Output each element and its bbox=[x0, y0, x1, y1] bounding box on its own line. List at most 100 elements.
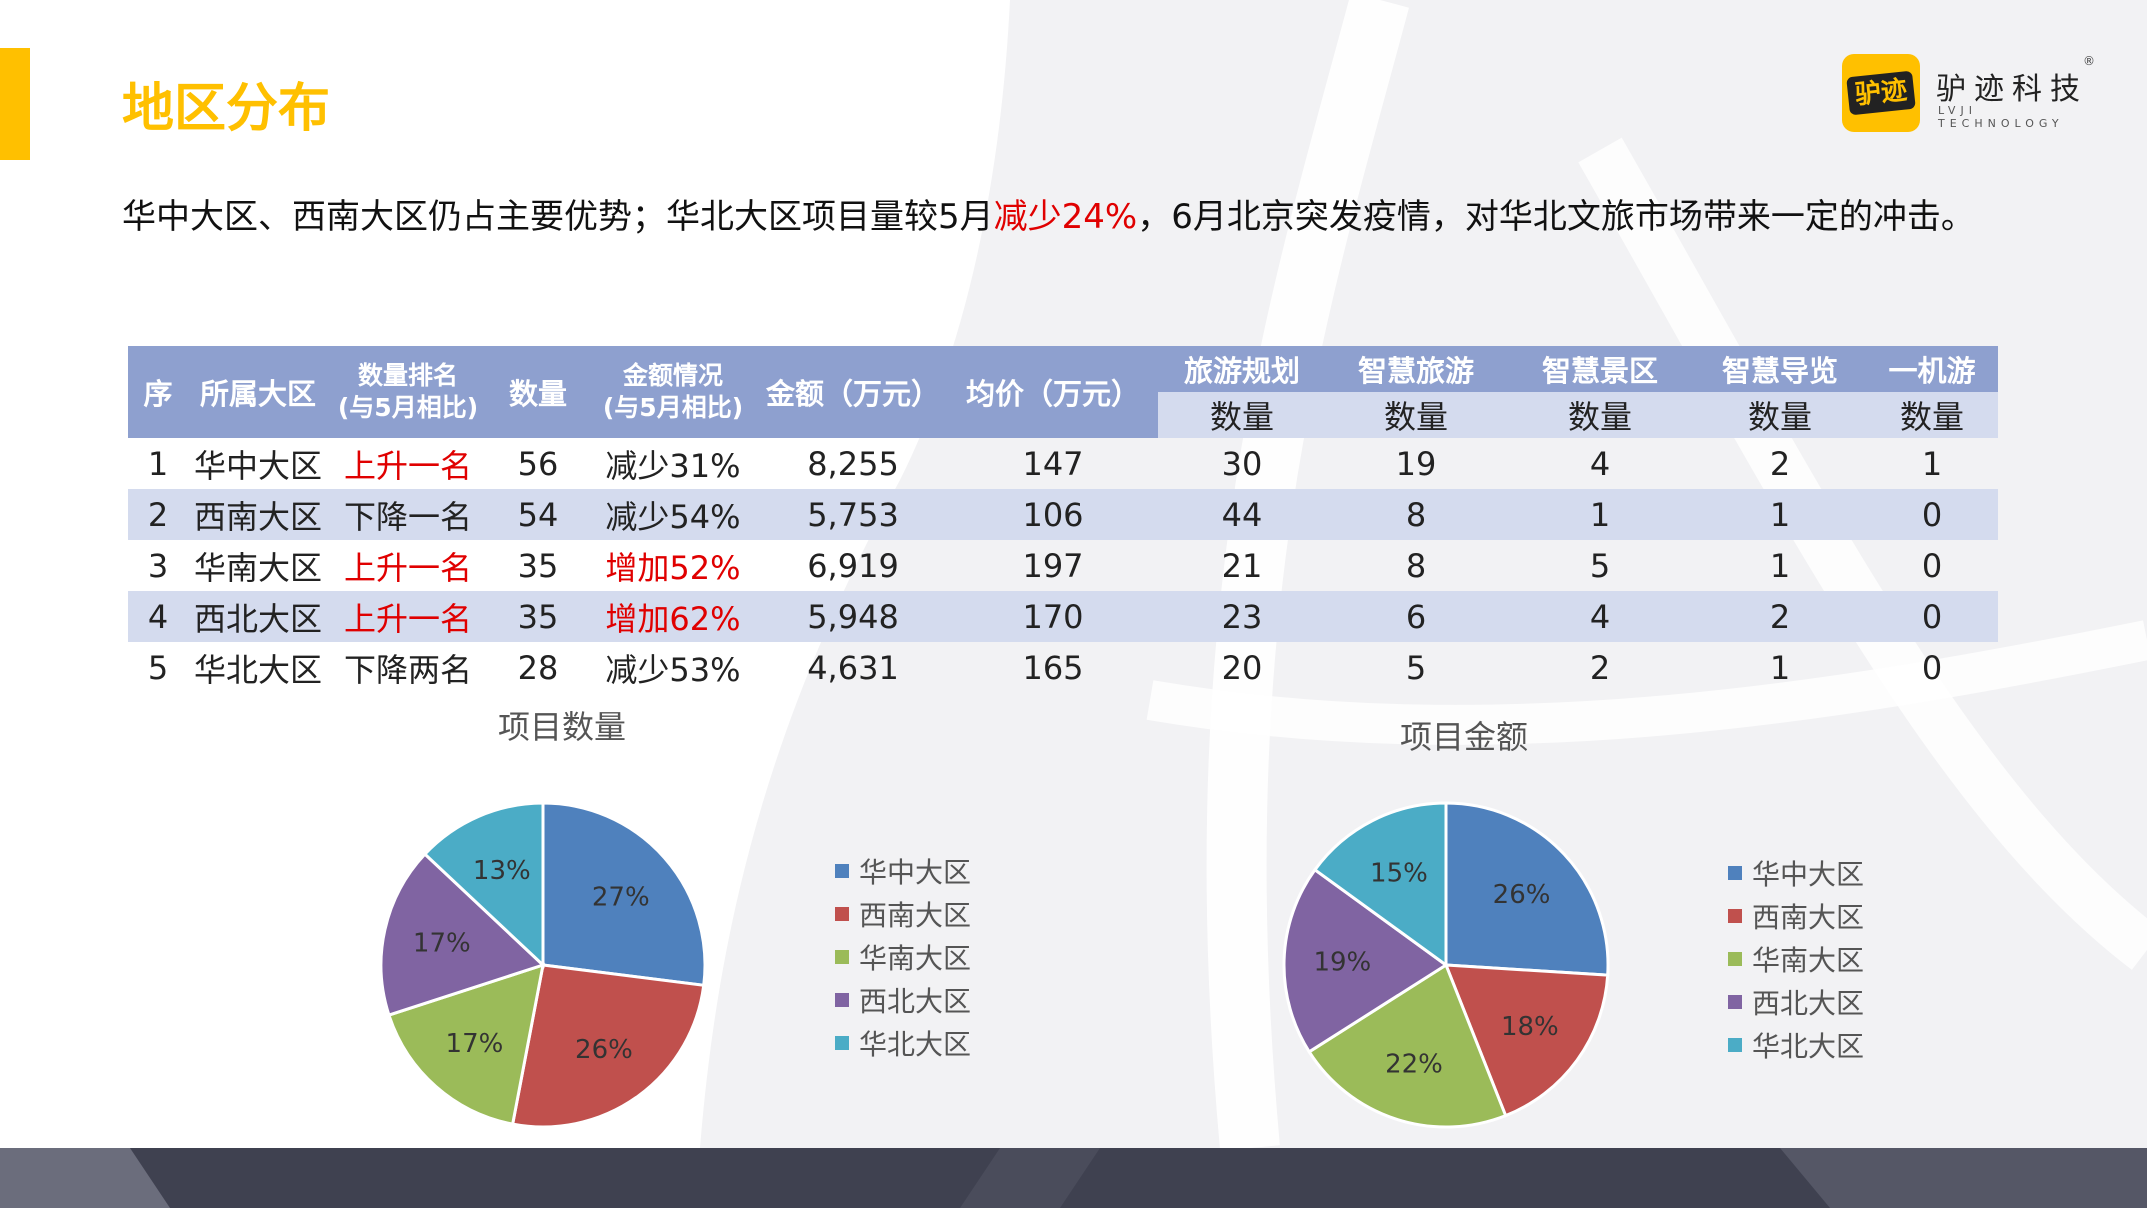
header-rank-line1: 数量排名 bbox=[357, 361, 458, 390]
cell-avg: 197 bbox=[1022, 546, 1084, 585]
legend-label: 华北大区 bbox=[859, 1027, 972, 1061]
pie-data-label: 19% bbox=[1313, 948, 1371, 978]
cell-rank: 下降两名 bbox=[343, 650, 472, 689]
logo-name-cn: 驴迹科技 bbox=[1936, 72, 2088, 107]
cell-c4: 1 bbox=[1694, 489, 1866, 540]
cell-region: 华南大区 bbox=[193, 548, 322, 587]
table-row: 5 华北大区 下降两名 28 减少53% 4,631 165 20 5 2 1 … bbox=[128, 642, 1998, 693]
legend-swatch bbox=[835, 1035, 849, 1050]
cell-count: 28 bbox=[517, 648, 559, 687]
legend-label: 华北大区 bbox=[1752, 1029, 1865, 1063]
cell-region: 华北大区 bbox=[193, 650, 322, 689]
pie-slice bbox=[1443, 963, 1610, 1118]
legend-label: 西北大区 bbox=[859, 984, 972, 1018]
legend-item: 西北大区 bbox=[1728, 980, 1864, 1023]
cell-c3: 1 bbox=[1506, 489, 1694, 540]
cell-c5: 0 bbox=[1866, 591, 1998, 642]
legend-item: 西南大区 bbox=[835, 892, 971, 935]
table-row: 2 西南大区 下降一名 54 减少54% 5,753 106 44 8 1 1 … bbox=[128, 489, 1998, 540]
legend-item: 华中大区 bbox=[1728, 851, 1864, 894]
cell-count: 54 bbox=[488, 489, 588, 540]
legend-label: 西南大区 bbox=[859, 898, 972, 932]
cell-c1: 23 bbox=[1158, 591, 1326, 642]
cell-c4: 2 bbox=[1769, 444, 1791, 483]
legend-item: 华北大区 bbox=[835, 1021, 971, 1064]
legend-label: 西南大区 bbox=[1752, 900, 1865, 934]
pie-slice bbox=[1444, 801, 1610, 977]
legend-label: 华中大区 bbox=[859, 855, 972, 889]
pie-slice bbox=[387, 962, 545, 1126]
table-row: 3 华南大区 上升一名 35 增加52% 6,919 197 21 8 5 1 … bbox=[128, 540, 1998, 591]
legend-label: 华南大区 bbox=[1752, 943, 1865, 977]
subheader-count: 数量 bbox=[1506, 392, 1694, 438]
cell-rank: 下降一名 bbox=[328, 489, 488, 540]
cell-rank: 上升一名 bbox=[328, 591, 488, 642]
legend-swatch bbox=[835, 906, 849, 921]
legend-swatch bbox=[1728, 994, 1742, 1009]
pie-slice bbox=[379, 851, 546, 1017]
cell-c2: 5 bbox=[1405, 648, 1427, 687]
cell-avg: 106 bbox=[948, 489, 1158, 540]
cell-amount: 4,631 bbox=[807, 648, 899, 687]
header-amount: 金额（万元） bbox=[758, 346, 948, 438]
legend-item: 华南大区 bbox=[1728, 937, 1864, 980]
pie-chart-amount: 26% 18% 22% 19% 15% bbox=[1282, 801, 1610, 1129]
cell-change: 减少54% bbox=[588, 489, 758, 540]
legend-label: 西北大区 bbox=[1752, 986, 1865, 1020]
legend-swatch bbox=[835, 992, 849, 1007]
header-cat-smart-guide: 智慧导览 bbox=[1694, 346, 1866, 392]
cell-seq: 2 bbox=[128, 489, 188, 540]
legend-item: 西北大区 bbox=[835, 978, 971, 1021]
legend-swatch bbox=[835, 863, 849, 878]
cell-c5: 0 bbox=[1921, 648, 1943, 687]
logo-mark: 驴迹 bbox=[1842, 54, 1920, 132]
legend-count: 华中大区西南大区 华南大区西北大区华北大区 bbox=[835, 849, 971, 1064]
cell-avg: 170 bbox=[948, 591, 1158, 642]
cell-change: 增加62% bbox=[588, 591, 758, 642]
cell-region: 西南大区 bbox=[188, 489, 328, 540]
cell-avg: 147 bbox=[1022, 444, 1084, 483]
pie-data-label: 26% bbox=[575, 1035, 633, 1065]
cell-c5: 0 bbox=[1866, 489, 1998, 540]
subheader-count: 数量 bbox=[1158, 392, 1326, 438]
cell-c3: 2 bbox=[1589, 648, 1611, 687]
cell-seq: 4 bbox=[128, 591, 188, 642]
cell-seq: 3 bbox=[147, 546, 169, 585]
cell-amount: 6,919 bbox=[807, 546, 899, 585]
pie-slice bbox=[1307, 962, 1508, 1129]
header-seq: 序 bbox=[128, 346, 188, 438]
header-region: 所属大区 bbox=[188, 346, 328, 438]
summary-part2: ，6月北京突发疫情，对华北文旅市场带来一定的冲击。 bbox=[1137, 197, 1975, 237]
company-logo: 驴迹 驴迹科技 LVJI TECHNOLOGY ® bbox=[1842, 54, 2095, 138]
pie-data-label: 15% bbox=[1370, 859, 1428, 889]
header-rank: 数量排名 (与5月相比) bbox=[328, 346, 488, 438]
legend-swatch bbox=[1728, 865, 1742, 880]
cell-seq: 1 bbox=[147, 444, 169, 483]
header-rank-line2: (与5月相比) bbox=[337, 393, 479, 422]
pie-data-label: 26% bbox=[1493, 880, 1551, 910]
pie-slice bbox=[1282, 867, 1449, 1054]
summary-part1: 华中大区、西南大区仍占主要优势；华北大区项目量较5月 bbox=[122, 197, 994, 237]
cell-region: 华中大区 bbox=[193, 446, 322, 485]
legend-item: 华南大区 bbox=[835, 935, 971, 978]
logo-mark-text: 驴迹 bbox=[1846, 70, 1916, 116]
cell-amount: 8,255 bbox=[807, 444, 899, 483]
title-accent-bar bbox=[0, 48, 30, 160]
region-table: 序 所属大区 数量排名 (与5月相比) 数量 金额情况 (与5月相比) 金额（万元）… bbox=[128, 346, 1998, 693]
pie-data-label: 17% bbox=[446, 1029, 504, 1059]
legend-label: 华中大区 bbox=[1752, 857, 1865, 891]
cell-c2: 6 bbox=[1326, 591, 1506, 642]
cell-c3: 5 bbox=[1589, 546, 1611, 585]
cell-c1: 30 bbox=[1221, 444, 1263, 483]
pie-data-label: 18% bbox=[1501, 1012, 1559, 1042]
cell-c1: 44 bbox=[1158, 489, 1326, 540]
header-cat-smart-tourism: 智慧旅游 bbox=[1326, 346, 1506, 392]
cell-count: 56 bbox=[517, 444, 559, 483]
subheader-count: 数量 bbox=[1866, 392, 1998, 438]
table-row: 4 西北大区 上升一名 35 增加62% 5,948 170 23 6 4 2 … bbox=[128, 591, 1998, 642]
chart-title-amount: 项目金额 bbox=[1400, 718, 1529, 756]
header-cat-planning: 旅游规划 bbox=[1158, 346, 1326, 392]
legend-swatch bbox=[1728, 908, 1742, 923]
cell-count: 35 bbox=[517, 546, 559, 585]
